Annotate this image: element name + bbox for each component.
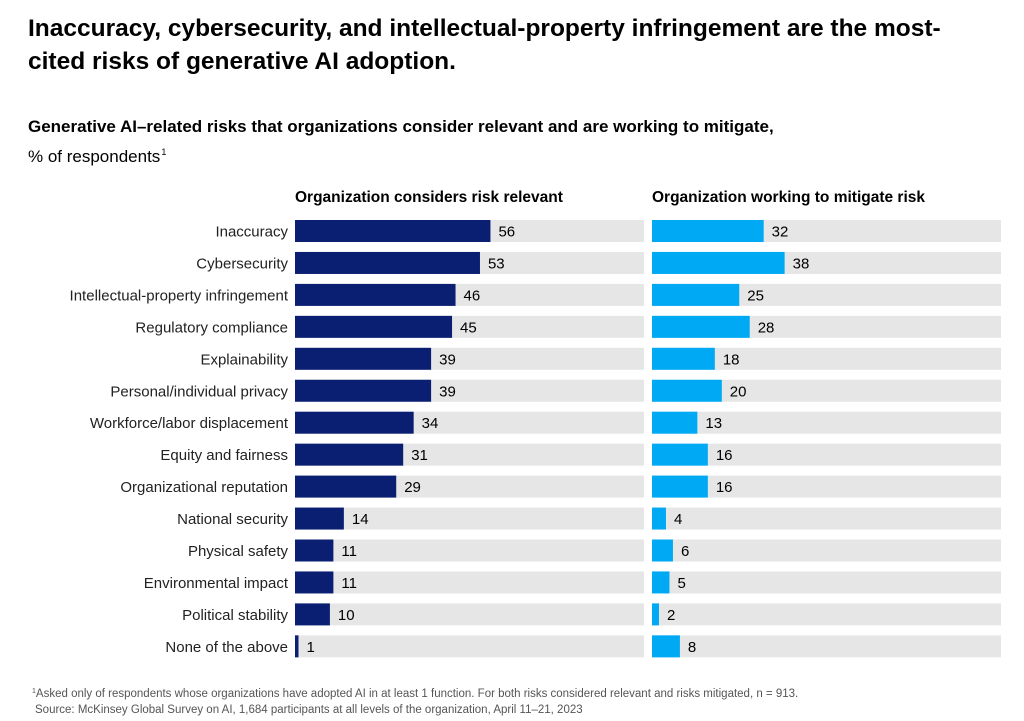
relevant-bar — [295, 220, 491, 242]
relevant-value-label: 56 — [498, 224, 515, 241]
relevant-bar — [295, 443, 404, 466]
chart-headline: Inaccuracy, cybersecurity, and intellect… — [28, 15, 941, 75]
category-label: Political stability — [182, 607, 288, 624]
mitigate-bar — [652, 603, 659, 626]
relevant-value-label: 53 — [488, 255, 505, 272]
relevant-value-label: 1 — [306, 639, 314, 656]
category-label: Organizational reputation — [120, 479, 288, 496]
mitigate-value-label: 2 — [667, 607, 675, 624]
bar-track — [295, 507, 644, 530]
category-label: Environmental impact — [144, 575, 289, 592]
chart-subtitle: Generative AI–related risks that organiz… — [28, 117, 774, 136]
bar-track — [652, 635, 1001, 658]
footnote: 1Asked only of respondents whose organiz… — [32, 684, 1012, 718]
relevant-value-label: 14 — [352, 511, 369, 528]
relevant-value-label: 45 — [460, 319, 477, 336]
bar-track — [295, 539, 644, 562]
relevant-value-label: 46 — [464, 287, 481, 304]
relevant-bar — [295, 475, 397, 498]
mitigate-bar — [652, 635, 680, 658]
mitigate-bar — [652, 315, 750, 338]
mitigate-value-label: 28 — [758, 319, 775, 336]
relevant-value-label: 11 — [341, 575, 357, 592]
relevant-bar — [295, 539, 334, 562]
relevant-bar — [295, 571, 334, 594]
relevant-bar — [295, 347, 432, 370]
category-label: None of the above — [165, 639, 288, 656]
relevant-value-label: 39 — [439, 383, 456, 400]
bar-track — [652, 603, 1001, 626]
category-label: Explainability — [200, 351, 288, 368]
relevant-value-label: 29 — [404, 479, 421, 496]
unit-footnote-mark: 1 — [161, 147, 167, 157]
category-label: Workforce/labor displacement — [90, 415, 289, 432]
mitigate-value-label: 18 — [723, 351, 740, 368]
bar-track — [295, 603, 644, 626]
mitigate-value-label: 13 — [705, 415, 722, 432]
bar-chart: Organization considers risk relevant Orga… — [70, 189, 1001, 658]
bar-track — [295, 635, 644, 658]
mitigate-value-label: 16 — [716, 447, 733, 464]
footnote-source: Source: McKinsey Global Survey on AI, 1,… — [35, 704, 583, 716]
mitigate-bar — [652, 283, 740, 306]
relevant-bar — [295, 379, 432, 402]
unit-label: % of respondents — [28, 147, 161, 166]
mitigate-bar — [652, 251, 785, 274]
bar-track — [652, 507, 1001, 530]
series-header-1: Organization considers risk relevant — [295, 189, 563, 206]
relevant-value-label: 31 — [411, 447, 428, 464]
mitigate-bar — [652, 379, 722, 402]
category-label: Physical safety — [188, 543, 289, 560]
relevant-bar — [295, 603, 330, 626]
mitigate-value-label: 8 — [688, 639, 696, 656]
footnote-note: Asked only of respondents whose organiza… — [35, 688, 799, 700]
category-label: Equity and fairness — [160, 447, 288, 464]
mitigate-bar — [652, 571, 670, 594]
category-label: Inaccuracy — [215, 224, 288, 241]
mitigate-bar — [652, 539, 673, 562]
relevant-value-label: 34 — [422, 415, 439, 432]
bar-track — [652, 411, 1001, 434]
mitigate-value-label: 4 — [674, 511, 682, 528]
bar-track — [652, 379, 1001, 402]
mitigate-value-label: 25 — [747, 287, 764, 304]
relevant-bar — [295, 315, 453, 338]
mitigate-bar — [652, 475, 708, 498]
category-label: Cybersecurity — [196, 255, 288, 272]
mitigate-bar — [652, 443, 708, 466]
bar-track — [652, 539, 1001, 562]
footnote-mark: 1 — [32, 688, 36, 695]
mitigate-value-label: 38 — [793, 255, 810, 272]
category-label: Intellectual-property infringement — [70, 287, 289, 304]
mitigate-bar — [652, 220, 764, 242]
bar-track — [295, 571, 644, 594]
relevant-bar — [295, 411, 414, 434]
bar-track — [652, 347, 1001, 370]
mitigate-bar — [652, 507, 666, 530]
category-label: Personal/individual privacy — [110, 383, 288, 400]
mitigate-value-label: 5 — [677, 575, 685, 592]
mitigate-bar — [652, 411, 698, 434]
mitigate-bar — [652, 347, 715, 370]
bar-track — [652, 571, 1001, 594]
relevant-bar — [295, 635, 299, 658]
relevant-bar — [295, 507, 344, 530]
category-label: Regulatory compliance — [135, 319, 288, 336]
relevant-bar — [295, 251, 480, 274]
mitigate-value-label: 20 — [730, 383, 747, 400]
relevant-value-label: 10 — [338, 607, 355, 624]
series-header-2: Organization working to mitigate risk — [652, 189, 925, 206]
relevant-value-label: 39 — [439, 351, 456, 368]
mitigate-value-label: 6 — [681, 543, 689, 560]
mitigate-value-label: 16 — [716, 479, 733, 496]
bar-track — [652, 475, 1001, 498]
category-label: National security — [177, 511, 288, 528]
bar-track — [652, 443, 1001, 466]
mitigate-value-label: 32 — [772, 224, 789, 241]
relevant-bar — [295, 283, 456, 306]
unit-label-line: % of respondents1 — [28, 141, 166, 168]
relevant-value-label: 11 — [341, 543, 357, 560]
